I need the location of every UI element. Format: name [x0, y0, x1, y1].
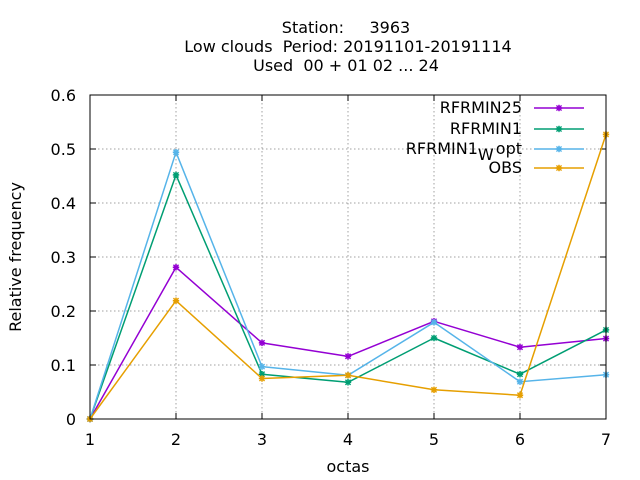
x-tick-label: 6 — [515, 430, 525, 449]
y-tick-label: 0.3 — [51, 248, 76, 267]
title-line-2: Low clouds Period: 20191101-20191114 — [184, 37, 511, 56]
legend-label: OBS — [489, 158, 522, 177]
data-point — [516, 370, 524, 378]
legend-subscript: W — [478, 145, 494, 164]
legend-entry-0: RFRMIN25 — [440, 98, 584, 117]
data-point — [516, 343, 524, 351]
data-point — [258, 375, 266, 382]
y-tick-label: 0.2 — [51, 302, 76, 321]
x-tick-label: 1 — [85, 430, 95, 449]
y-axis-label: Relative frequency — [6, 182, 25, 332]
title-line-1: Station: 3963 — [282, 18, 410, 37]
legend-label: RFRMIN1 — [450, 119, 522, 138]
series — [86, 131, 610, 423]
legend-marker — [555, 164, 563, 172]
axis-ticks: 0 0.1 0.2 0.3 0.4 0.5 0.6 1 2 3 4 5 6 7 — [51, 86, 612, 449]
data-point — [430, 386, 438, 394]
data-point — [258, 363, 266, 370]
y-tick-label: 0 — [66, 410, 76, 429]
chart-title: Station: 3963 Low clouds Period: 2019110… — [184, 18, 511, 75]
x-tick-label: 2 — [171, 430, 181, 449]
data-point — [344, 372, 352, 379]
legend-marker — [555, 104, 563, 112]
data-point — [172, 264, 180, 271]
x-tick-label: 5 — [429, 430, 439, 449]
x-tick-label: 7 — [601, 430, 611, 449]
data-point — [516, 378, 524, 385]
data-point — [172, 171, 180, 179]
legend-marker — [555, 125, 563, 133]
x-axis-label: octas — [327, 457, 370, 476]
y-tick-label: 0.6 — [51, 86, 76, 105]
data-point — [172, 297, 180, 304]
legend-marker — [555, 145, 563, 153]
y-tick-label: 0.1 — [51, 356, 76, 375]
title-line-3: Used 00 + 01 02 ... 24 — [253, 56, 439, 75]
y-tick-label: 0.4 — [51, 194, 76, 213]
plot-frame — [89, 94, 607, 420]
data-point — [344, 379, 352, 386]
x-tick-label: 3 — [257, 430, 267, 449]
series-1 — [86, 171, 610, 423]
data-point — [430, 319, 438, 326]
data-point — [430, 334, 438, 342]
legend-label: RFRMIN25 — [440, 98, 522, 117]
data-point — [516, 392, 524, 399]
data-point — [172, 149, 180, 156]
y-tick-label: 0.5 — [51, 140, 76, 159]
legend-entry-1: RFRMIN1 — [450, 119, 584, 138]
data-point — [258, 339, 266, 347]
data-point — [344, 353, 352, 360]
legend-entry-3: OBS — [489, 158, 584, 177]
series-3 — [86, 131, 610, 423]
legend-suffix: opt — [496, 139, 522, 158]
x-tick-label: 4 — [343, 430, 353, 449]
